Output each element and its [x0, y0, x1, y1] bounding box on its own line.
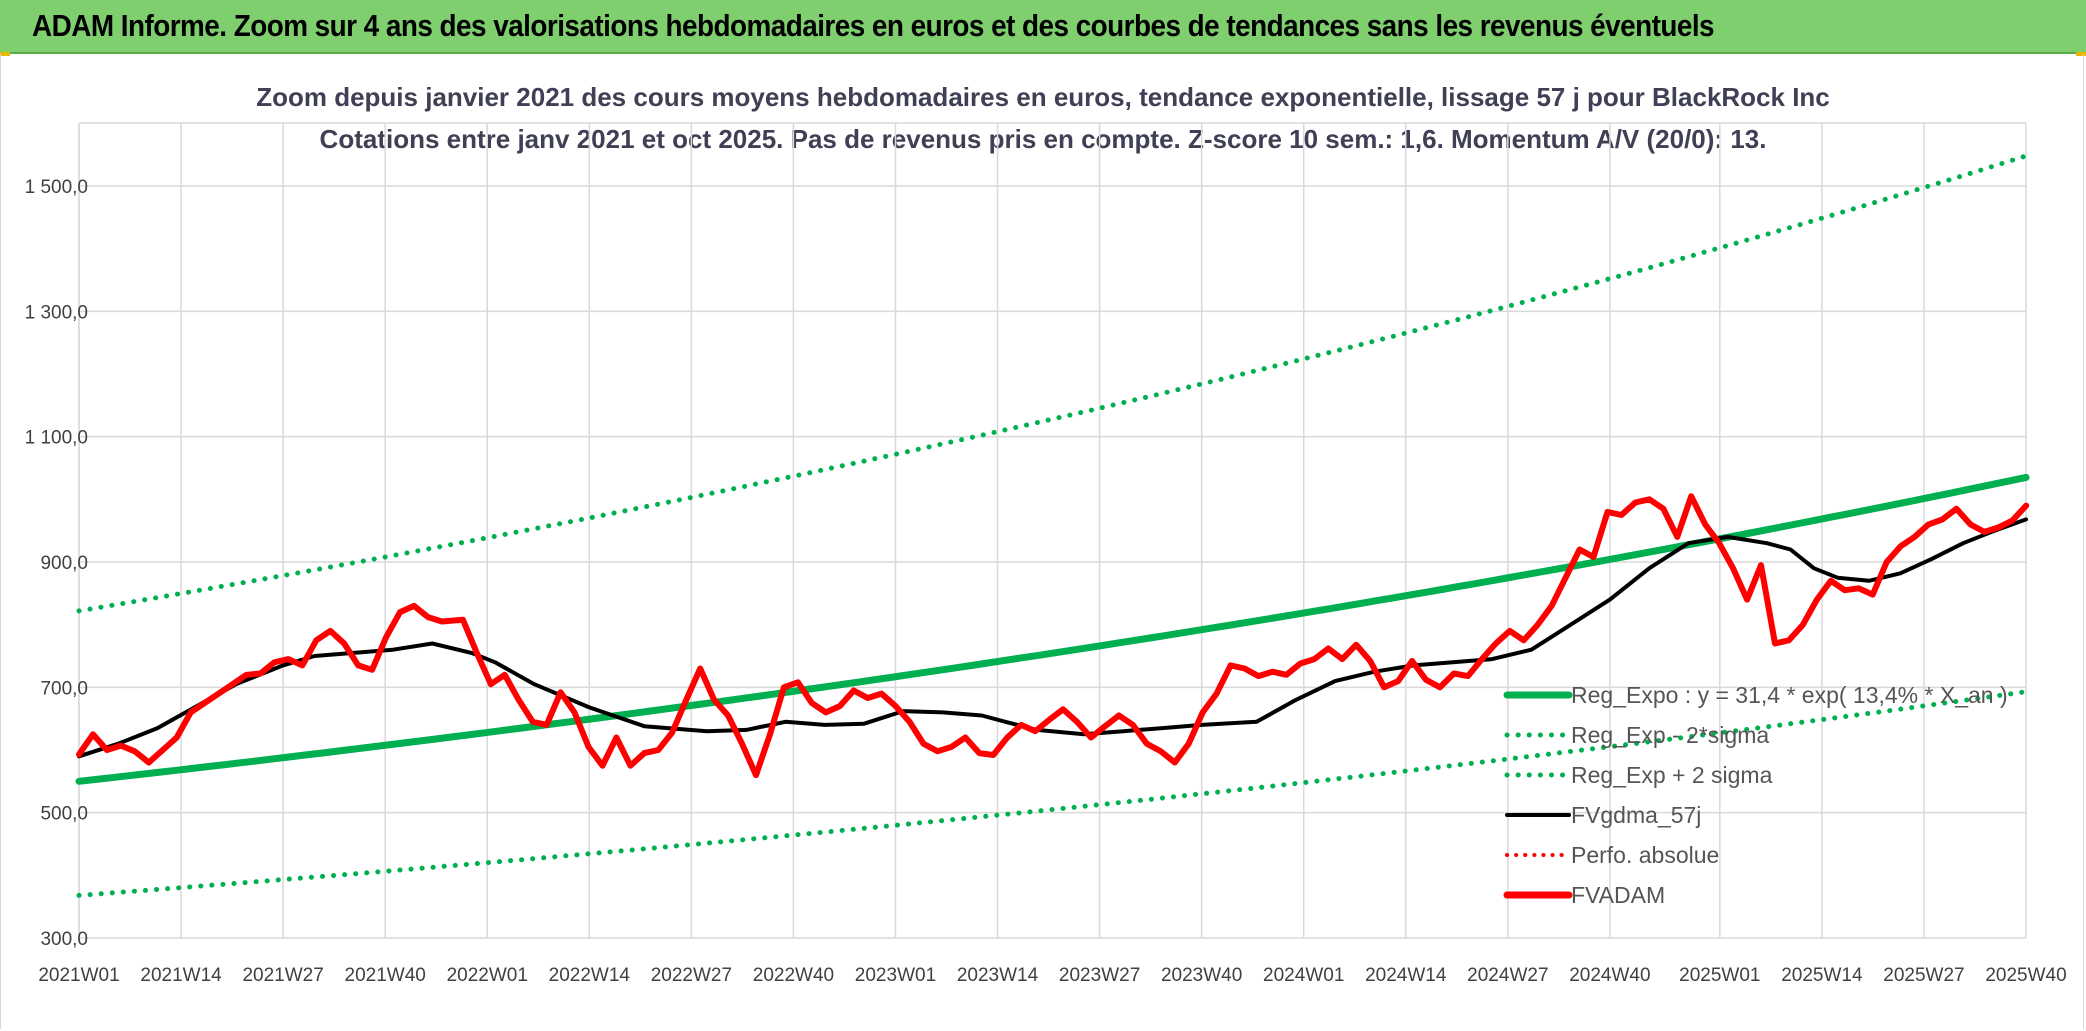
x-tick-label: 2024W27	[1467, 965, 1548, 986]
x-tick-label: 2024W14	[1365, 965, 1447, 986]
x-tick-label: 2023W27	[1059, 965, 1140, 986]
upper-band-line	[76, 153, 2029, 614]
x-tick-label: 2025W27	[1883, 965, 1964, 986]
y-tick-label: 300,0	[40, 929, 88, 950]
legend-label: Reg_Exp - 2*sigma	[1571, 722, 1769, 748]
y-tick-label: 500,0	[40, 804, 88, 825]
report-title: ADAM Informe. Zoom sur 4 ans des valoris…	[32, 8, 1715, 43]
chart-title: Zoom depuis janvier 2021 des cours moyen…	[256, 82, 1830, 112]
legend-label: FVADAM	[1571, 882, 1665, 908]
chart-series	[75, 153, 2030, 898]
legend-label: Perfo. absolue	[1571, 842, 1719, 868]
y-tick-label: 1 100,0	[25, 428, 88, 449]
price-line	[76, 493, 2030, 779]
x-tick-label: 2023W14	[957, 965, 1039, 986]
x-tick-label: 2022W40	[753, 965, 834, 986]
y-axis: 300,0 500,0 700,0 900,0 1 100,0 1 300,0 1 500,…	[25, 177, 88, 950]
chart-legend: Reg_Expo : y = 31,4 * exp( 13,4% * X_an …	[1503, 682, 2008, 908]
x-tick-label: 2024W40	[1569, 965, 1650, 986]
legend-label: FVgdma_57j	[1571, 802, 1701, 828]
x-tick-label: 2023W40	[1161, 965, 1242, 986]
chart-gridlines	[78, 122, 2027, 939]
x-tick-label: 2025W14	[1781, 965, 1863, 986]
corner-accent-right	[2076, 52, 2086, 56]
x-tick-label: 2022W27	[651, 965, 732, 986]
x-tick-label: 2024W01	[1263, 965, 1344, 986]
lower-band-line	[76, 689, 2029, 898]
chart-frame	[0, 54, 2084, 1029]
legend-label: Reg_Expo : y = 31,4 * exp( 13,4% * X_an …	[1571, 682, 2008, 708]
x-tick-label: 2021W27	[242, 965, 323, 986]
x-axis: 2021W01 2021W14 2021W27 2021W40 2022W01 2022W…	[38, 965, 2066, 986]
x-tick-label: 2022W01	[447, 965, 528, 986]
x-tick-label: 2021W40	[345, 965, 426, 986]
x-tick-label: 2021W14	[140, 965, 222, 986]
y-tick-label: 900,0	[40, 553, 88, 574]
y-tick-label: 1 300,0	[25, 302, 88, 323]
y-tick-label: 1 500,0	[25, 177, 88, 198]
x-tick-label: 2023W01	[855, 965, 936, 986]
x-tick-label: 2025W40	[1985, 965, 2066, 986]
x-tick-label: 2021W01	[38, 965, 119, 986]
x-tick-label: 2022W14	[549, 965, 631, 986]
report-header: ADAM Informe. Zoom sur 4 ans des valoris…	[0, 0, 2086, 54]
chart-subtitle: Cotations entre janv 2021 et oct 2025. P…	[319, 124, 1767, 154]
smoothed-line	[77, 517, 2028, 759]
corner-accent-left	[0, 52, 10, 56]
legend-label: Reg_Exp + 2 sigma	[1571, 762, 1773, 788]
y-tick-label: 700,0	[40, 678, 88, 699]
x-tick-label: 2025W01	[1679, 965, 1760, 986]
